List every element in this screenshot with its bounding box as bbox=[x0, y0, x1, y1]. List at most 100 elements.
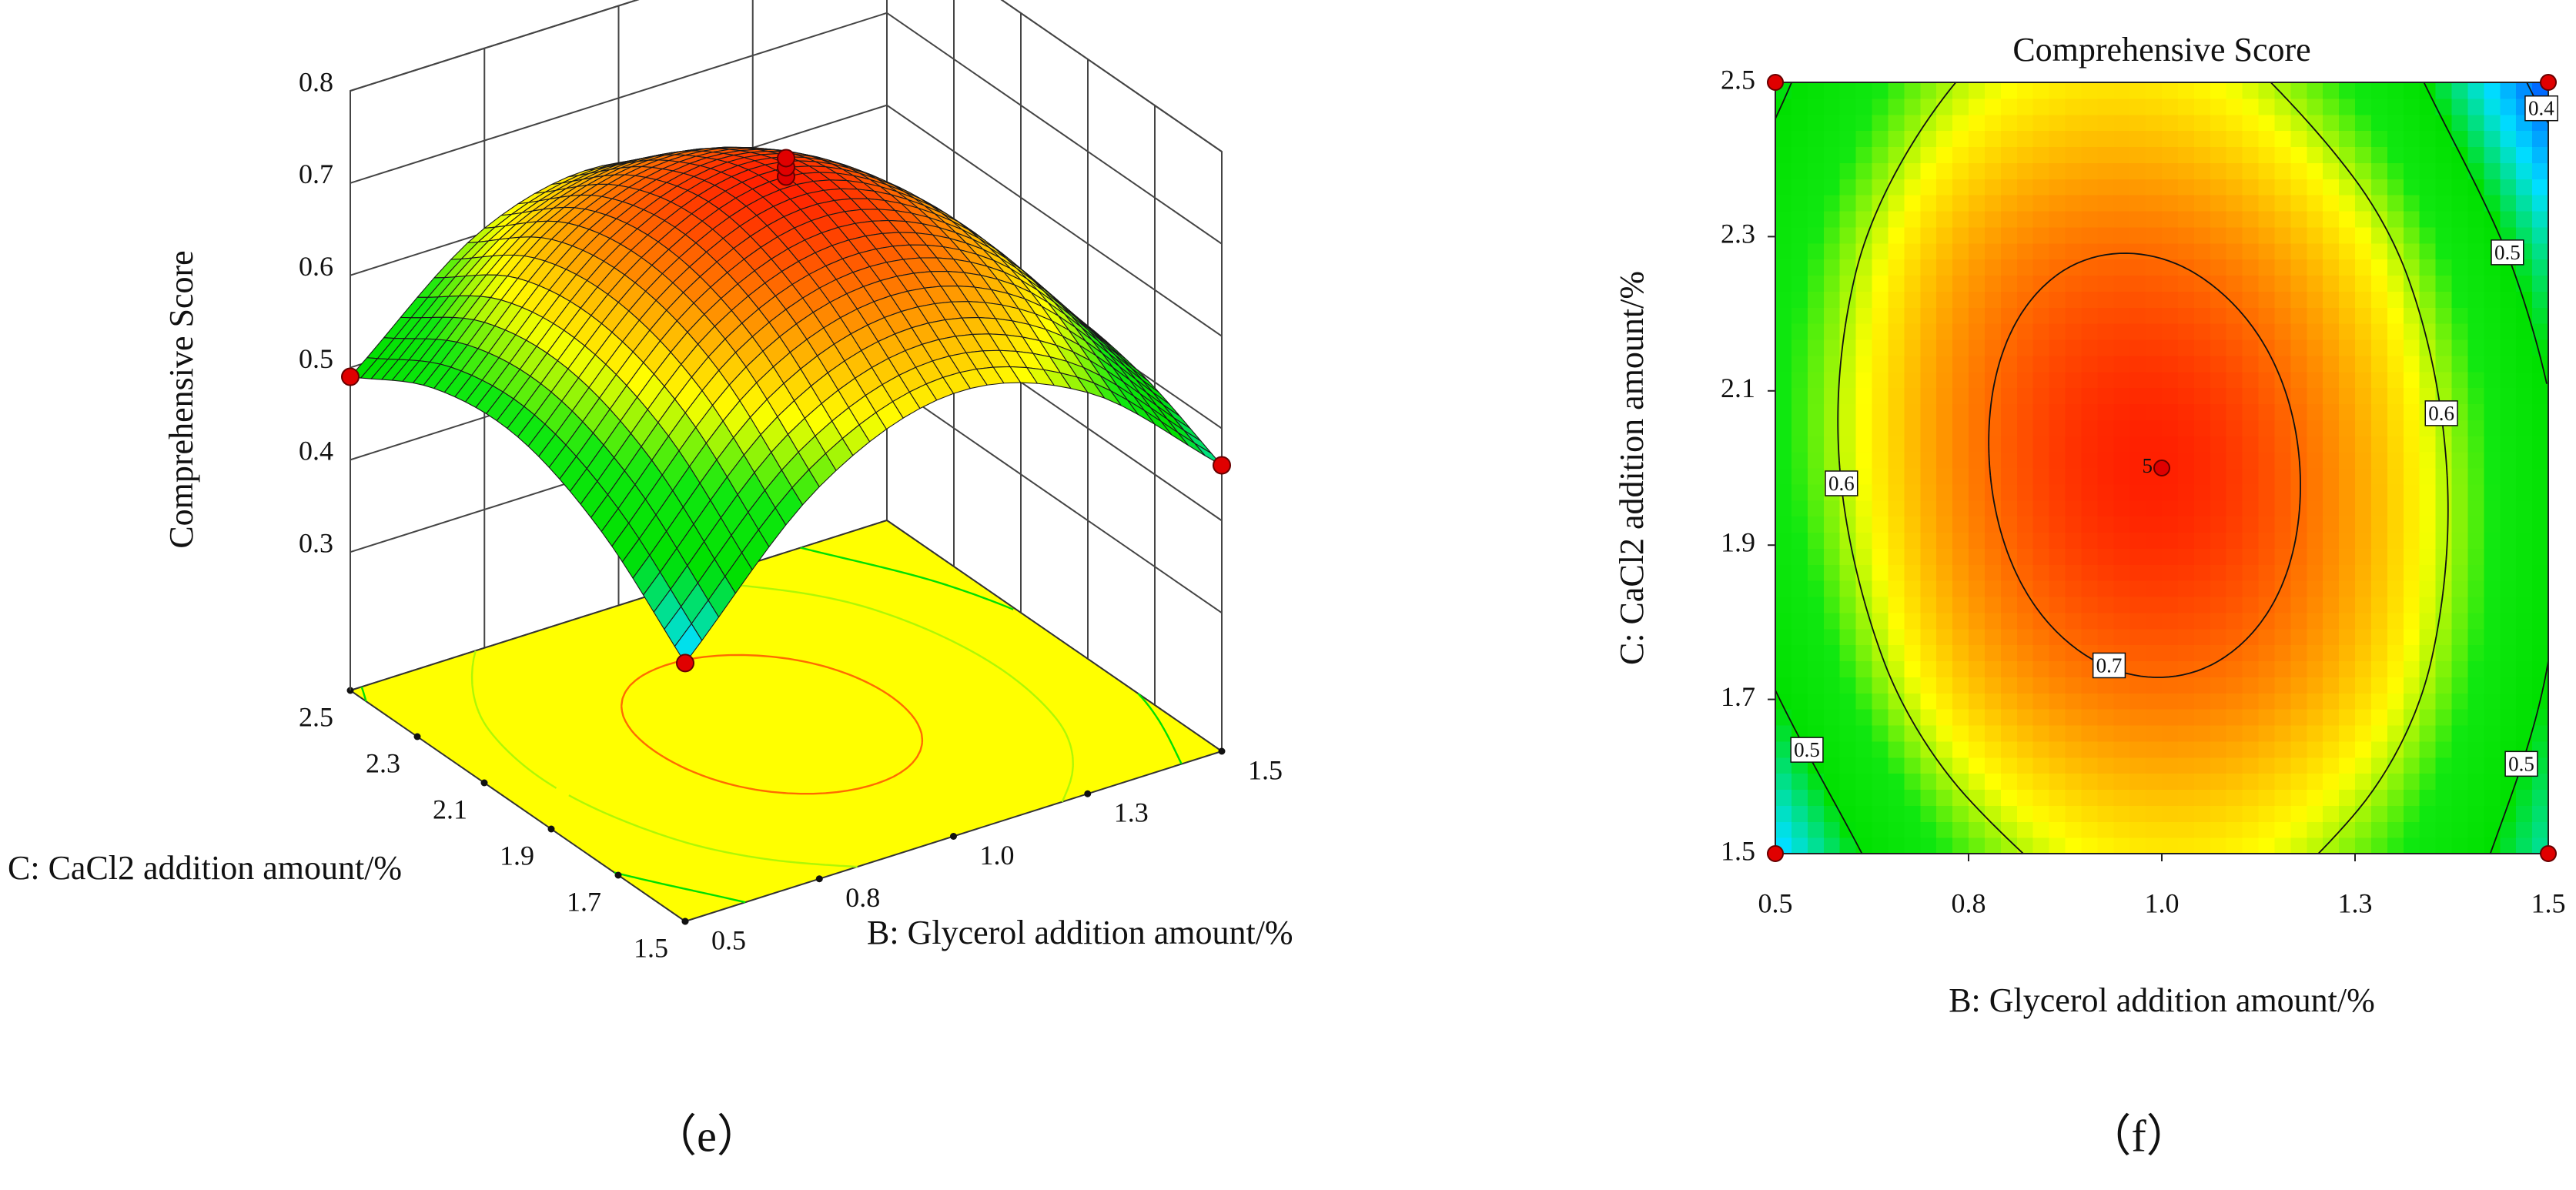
heat-cell bbox=[1888, 307, 1905, 324]
heat-cell bbox=[2370, 677, 2388, 694]
tick-dot bbox=[1084, 790, 1092, 797]
heat-cell bbox=[2484, 548, 2501, 565]
heat-cell bbox=[2113, 436, 2130, 453]
heat-cell bbox=[1952, 612, 1969, 630]
y-tick-label: 2.3 bbox=[1721, 219, 1755, 249]
heat-cell bbox=[1775, 403, 1792, 420]
y-axis-label: C: CaCl2 addition amount/% bbox=[1613, 271, 1651, 665]
heat-cell bbox=[1952, 580, 1969, 597]
heat-cell bbox=[2274, 628, 2291, 646]
heat-cell bbox=[1807, 242, 1825, 260]
heat-cell bbox=[2258, 740, 2276, 758]
heat-cell bbox=[2113, 211, 2130, 228]
heat-cell bbox=[2081, 757, 2098, 774]
heat-cell bbox=[1807, 580, 1825, 597]
heat-cell bbox=[2532, 789, 2549, 806]
heat-cell bbox=[2484, 821, 2501, 838]
heat-cell bbox=[2323, 162, 2340, 179]
heat-cell bbox=[1904, 516, 1921, 533]
heat-cell bbox=[2210, 146, 2227, 163]
heat-cell bbox=[1920, 436, 1937, 453]
heat-cell bbox=[1904, 693, 1921, 710]
heat-cell bbox=[1872, 387, 1889, 405]
heat-cell bbox=[2258, 532, 2276, 549]
heat-cell bbox=[2081, 98, 2098, 115]
heat-cell bbox=[2258, 597, 2276, 613]
heat-cell bbox=[2484, 355, 2501, 373]
heat-cell bbox=[2290, 740, 2307, 758]
heat-cell bbox=[2484, 275, 2501, 292]
heat-cell bbox=[1791, 580, 1808, 597]
heat-cell bbox=[1888, 130, 1905, 148]
heat-cell bbox=[2146, 436, 2163, 453]
heat-cell bbox=[1807, 773, 1825, 791]
heat-cell bbox=[2081, 821, 2098, 838]
heat-cell bbox=[2435, 740, 2453, 758]
heat-cell bbox=[2049, 468, 2066, 485]
heat-cell bbox=[2274, 82, 2291, 99]
heat-cell bbox=[2146, 564, 2163, 581]
heat-cell bbox=[2290, 82, 2307, 99]
heat-cell bbox=[2532, 162, 2549, 179]
heat-cell bbox=[1775, 291, 1792, 308]
heat-cell bbox=[2129, 339, 2146, 356]
heat-cell bbox=[2451, 114, 2469, 132]
heat-cell bbox=[2146, 500, 2163, 517]
heat-cell bbox=[2113, 452, 2130, 469]
heat-cell bbox=[1920, 483, 1937, 501]
z-tick-label: 0.6 bbox=[299, 251, 333, 282]
heat-cell bbox=[2032, 403, 2050, 420]
heat-cell bbox=[2242, 371, 2260, 389]
heat-cell bbox=[2032, 226, 2050, 244]
heat-cell bbox=[2000, 291, 2018, 308]
heat-cell bbox=[1791, 98, 1808, 115]
heat-cell bbox=[1807, 403, 1825, 420]
heat-cell bbox=[2403, 532, 2420, 549]
heat-cell bbox=[2516, 452, 2533, 469]
heat-cell bbox=[2049, 773, 2066, 791]
heat-cell bbox=[1904, 548, 1921, 565]
heat-cell bbox=[2355, 403, 2372, 420]
heat-cell bbox=[2290, 130, 2307, 148]
x-axis-label: B: Glycerol addition amount/% bbox=[867, 914, 1293, 951]
heat-cell bbox=[1969, 339, 1986, 356]
heat-cell bbox=[1855, 516, 1873, 533]
heat-cell bbox=[2146, 82, 2163, 99]
heat-cell bbox=[1969, 612, 1986, 630]
contour-label: 0.7 bbox=[2092, 652, 2126, 679]
heat-cell bbox=[1904, 644, 1921, 662]
heat-cell bbox=[2049, 291, 2066, 308]
heat-cell bbox=[1984, 709, 2002, 726]
heat-cell bbox=[2500, 114, 2517, 132]
heat-cell bbox=[1952, 516, 1969, 533]
heat-cell bbox=[2451, 532, 2469, 549]
heat-cell bbox=[2097, 821, 2114, 838]
heat-cell bbox=[2242, 532, 2260, 549]
heat-cell bbox=[1920, 821, 1937, 838]
heat-cell bbox=[2129, 805, 2146, 822]
heat-cell bbox=[1888, 773, 1905, 791]
heat-cell bbox=[1984, 612, 2002, 630]
heat-cell bbox=[1807, 275, 1825, 292]
heat-cell bbox=[1969, 837, 1986, 854]
heat-cell bbox=[1807, 805, 1825, 822]
heat-cell bbox=[1904, 242, 1921, 260]
heat-cell bbox=[2500, 548, 2517, 565]
heat-cell bbox=[2307, 452, 2323, 469]
heat-cell bbox=[1839, 387, 1857, 405]
heat-cell bbox=[2081, 516, 2098, 533]
heat-cell bbox=[2451, 307, 2469, 324]
heat-cell bbox=[2403, 275, 2420, 292]
heat-cell bbox=[2146, 805, 2163, 822]
heat-cell bbox=[1807, 162, 1825, 179]
heat-cell bbox=[2000, 452, 2018, 469]
heat-cell bbox=[2016, 757, 2034, 774]
heat-cell bbox=[1839, 740, 1857, 758]
heat-cell bbox=[2065, 660, 2083, 677]
heat-cell bbox=[1823, 226, 1841, 244]
heat-cell bbox=[2403, 355, 2420, 373]
heat-cell bbox=[2226, 821, 2243, 838]
heat-cell bbox=[1904, 130, 1921, 148]
heatmap bbox=[1775, 82, 2549, 854]
heat-cell bbox=[2484, 114, 2501, 132]
